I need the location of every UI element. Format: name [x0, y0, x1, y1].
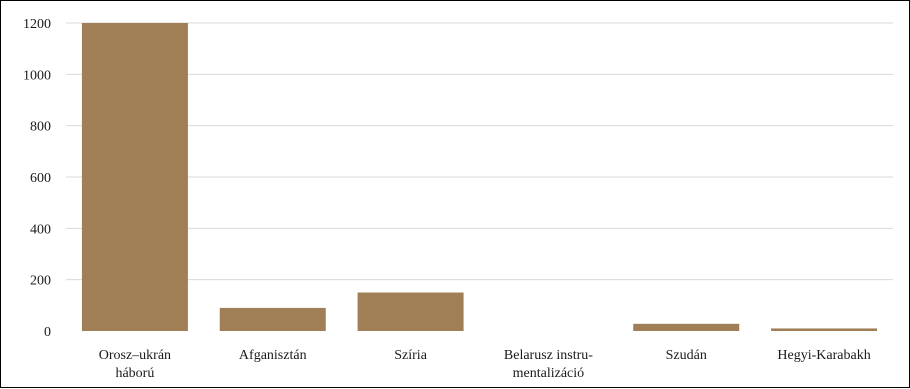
x-tick-label-line: háború: [115, 366, 154, 381]
y-tick-label-400: 400: [30, 222, 51, 237]
x-tick-label-2: Szíria: [394, 348, 427, 363]
bar-5: [771, 328, 878, 331]
y-tick-label-0: 0: [44, 325, 51, 340]
x-tick-label-line: Afganisztán: [239, 348, 307, 363]
x-tick-label-line: Szudán: [666, 348, 707, 363]
x-tick-label-0: Orosz–ukrán háború: [99, 348, 171, 381]
x-tick-label-line: Orosz–ukrán: [99, 348, 171, 363]
y-tick-label-1000: 1000: [23, 68, 51, 83]
y-tick-label-1200: 1200: [23, 17, 51, 32]
bar-0: [81, 23, 188, 331]
bar-2: [357, 292, 464, 331]
x-tick-label-5: Hegyi-Karabakh: [777, 348, 870, 363]
bar-4: [633, 323, 740, 331]
x-tick-label-3: Belarusz instru-mentalizáció: [504, 348, 593, 381]
x-tick-label-line: Belarusz instru-: [504, 348, 593, 363]
x-tick-label-1: Afganisztán: [239, 348, 307, 363]
y-tick-label-600: 600: [30, 171, 51, 186]
y-tick-label-200: 200: [30, 274, 51, 289]
x-tick-label-line: Szíria: [394, 348, 427, 363]
bar-1: [219, 307, 326, 331]
y-tick-label-800: 800: [30, 120, 51, 135]
x-tick-label-4: Szudán: [666, 348, 707, 363]
x-tick-label-line: Hegyi-Karabakh: [777, 348, 870, 363]
x-tick-label-line: mentalizáció: [513, 366, 585, 381]
